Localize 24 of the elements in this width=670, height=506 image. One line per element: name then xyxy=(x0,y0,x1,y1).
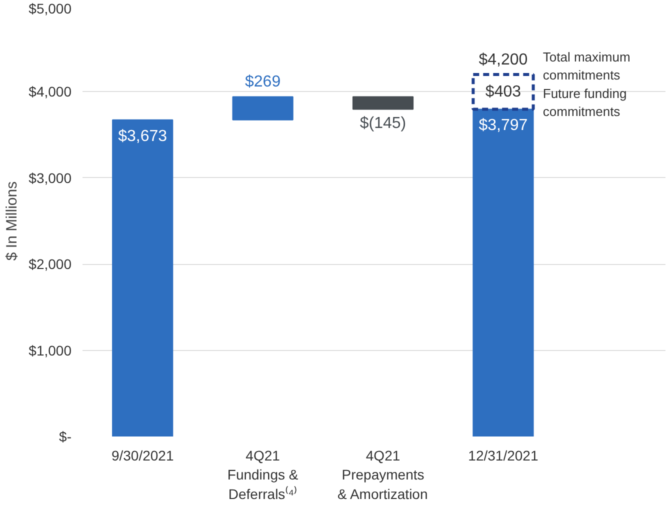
bar xyxy=(352,96,414,110)
bar xyxy=(472,72,535,111)
y-axis-title: $ In Millions xyxy=(4,181,21,261)
bar xyxy=(472,108,534,436)
total-label: $4,200 xyxy=(478,51,528,68)
data-label: $3,673 xyxy=(118,128,168,145)
data-label: $(145) xyxy=(360,115,406,132)
bar xyxy=(112,119,174,436)
y-tick-label: $3,000 xyxy=(28,170,72,186)
annotation: Future funding commitments xyxy=(542,86,627,119)
x-tick-label: 9/30/2021 xyxy=(111,448,174,464)
annotation: Total maximum commitments xyxy=(542,49,630,82)
x-tick-label: 4Q21 Prepayments & Amortization xyxy=(338,448,428,502)
y-tick-label: $2,000 xyxy=(28,256,72,272)
data-label: $3,797 xyxy=(478,117,528,134)
y-tick-label: $5,000 xyxy=(28,0,72,16)
y-tick-label: $1,000 xyxy=(28,342,72,358)
x-tick-label: 12/31/2021 xyxy=(468,448,538,464)
y-tick-label: $4,000 xyxy=(28,84,72,100)
x-tick-label: 4Q21 Fundings & Deferrals⁽⁴⁾ xyxy=(227,448,299,502)
data-label: $269 xyxy=(245,74,281,91)
bar xyxy=(232,96,294,120)
data-label: $403 xyxy=(485,83,522,100)
y-tick-label: $- xyxy=(59,428,72,444)
